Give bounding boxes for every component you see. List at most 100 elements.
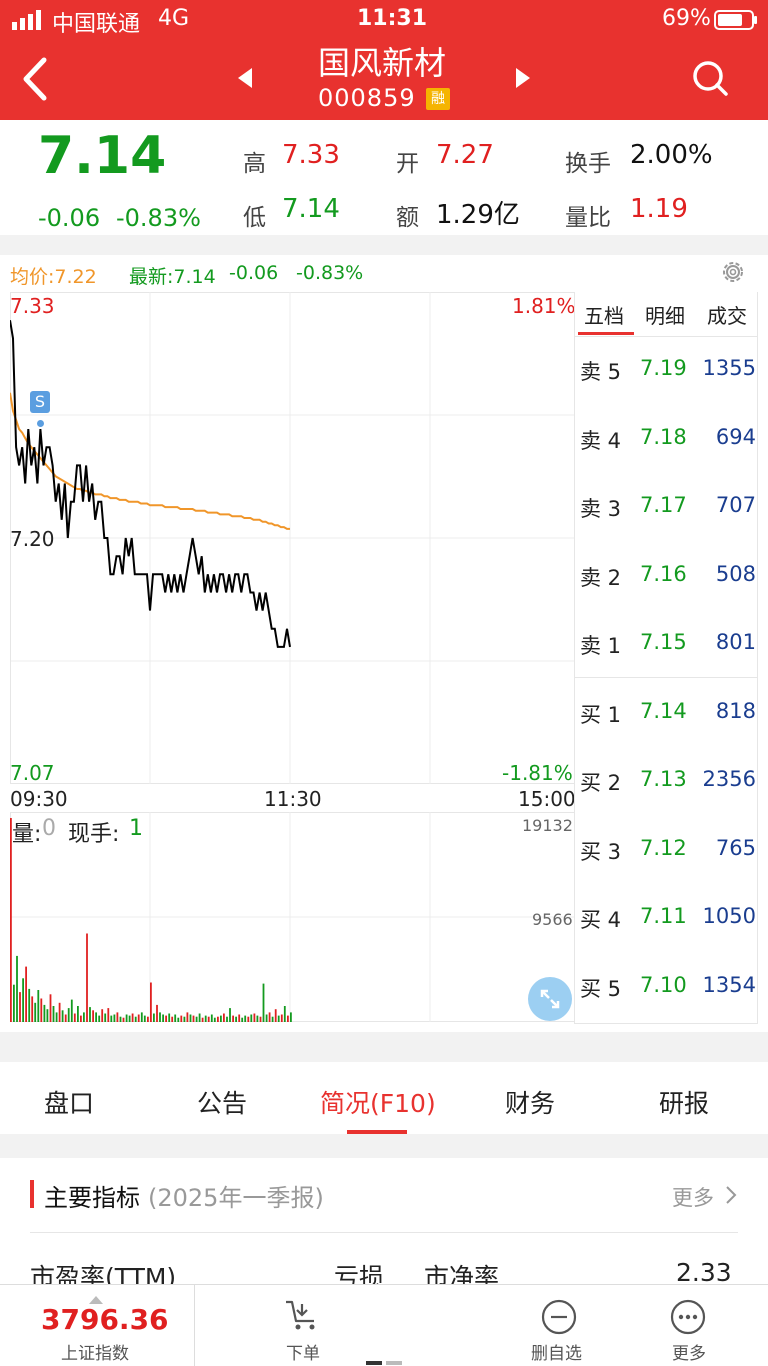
back-icon[interactable] <box>18 56 54 102</box>
volume-bar <box>28 988 31 1022</box>
bid-price: 7.13 <box>640 767 687 791</box>
volume-bar <box>204 1015 207 1022</box>
section-divider <box>30 1232 738 1233</box>
volume-bar <box>101 1009 104 1022</box>
latest-price-label: 最新:7.14 <box>129 266 216 288</box>
volume-axis-mid: 9566 <box>532 910 573 929</box>
latest-price-line <box>10 320 291 648</box>
more-label[interactable]: 更多 <box>672 1344 706 1364</box>
active-tab-underline <box>347 1130 407 1134</box>
tab-quote-board[interactable]: 盘口 <box>44 1089 95 1118</box>
volume-chart[interactable] <box>10 812 574 1022</box>
volume-bar <box>238 1014 241 1022</box>
ask-price: 7.17 <box>640 493 687 517</box>
ask-row-3[interactable]: 卖 3 7.17 707 <box>578 493 756 533</box>
volume-bar <box>217 1016 219 1022</box>
bid-volume: 818 <box>715 699 756 723</box>
chart-area <box>0 255 768 1032</box>
index-name[interactable]: 上证指数 <box>61 1344 129 1364</box>
volume-bar <box>43 1004 46 1022</box>
bid-volume: 2356 <box>702 767 756 791</box>
chevron-right-icon[interactable] <box>724 1184 738 1206</box>
volume-bar <box>192 1015 195 1022</box>
order-cart-icon[interactable] <box>284 1299 320 1331</box>
search-icon[interactable] <box>690 58 730 98</box>
volume-bar <box>137 1014 140 1022</box>
volume-bar <box>189 1014 192 1022</box>
time-start: 09:30 <box>10 787 68 811</box>
volume-bar <box>283 1006 286 1022</box>
tab-overview-f10[interactable]: 简况(F10) <box>320 1089 436 1118</box>
volume-bar <box>235 1016 237 1022</box>
bid-volume: 1354 <box>702 973 756 997</box>
volume-bar <box>95 1012 97 1022</box>
toolbar-divider <box>194 1285 195 1366</box>
sell-signal-dot <box>37 420 44 427</box>
settings-gear-icon[interactable] <box>720 259 746 285</box>
volume-bar <box>271 1016 274 1022</box>
prev-stock-icon[interactable] <box>236 66 254 90</box>
volume-bar <box>31 996 34 1022</box>
expand-chart-button[interactable] <box>528 977 572 1021</box>
ask-row-1[interactable]: 卖 1 7.15 801 <box>578 630 756 670</box>
volume-bar <box>37 990 40 1022</box>
remove-watchlist-icon[interactable] <box>541 1299 577 1335</box>
ask-volume: 801 <box>715 630 756 654</box>
volume-bar <box>150 982 152 1022</box>
bid-volume: 765 <box>715 836 756 860</box>
bid-price: 7.10 <box>640 973 687 997</box>
ask-row-4[interactable]: 卖 4 7.18 694 <box>578 425 756 465</box>
order-book-divider <box>574 336 758 337</box>
bid-row-2[interactable]: 买 2 7.13 2356 <box>578 767 756 807</box>
time-end: 15:00 <box>518 787 576 811</box>
sell-signal-marker[interactable]: S <box>30 391 50 413</box>
section-period: (2025年一季报) <box>148 1184 324 1212</box>
volume-bar <box>229 1008 231 1022</box>
volume-bar <box>34 1002 37 1022</box>
tab-detail[interactable]: 明细 <box>645 304 685 328</box>
bid-row-1[interactable]: 买 1 7.14 818 <box>578 699 756 739</box>
next-stock-icon[interactable] <box>514 66 532 90</box>
avg-price-line <box>10 392 290 530</box>
bid-row-3[interactable]: 买 3 7.12 765 <box>578 836 756 876</box>
tab-announcements[interactable]: 公告 <box>197 1089 248 1118</box>
index-value[interactable]: 3796.36 <box>41 1303 169 1336</box>
intraday-price-chart[interactable] <box>10 292 574 784</box>
volume-bar <box>159 1012 161 1022</box>
volume-bar <box>61 1010 64 1022</box>
order-label[interactable]: 下单 <box>286 1344 320 1364</box>
volume-bar <box>177 1017 180 1022</box>
bid-row-4[interactable]: 买 4 7.11 1050 <box>578 904 756 944</box>
volume-bar <box>67 1008 70 1022</box>
turnover-value: 2.00% <box>630 140 713 170</box>
network-label: 4G <box>158 6 190 31</box>
volume-bar <box>143 1015 146 1022</box>
more-link[interactable]: 更多 <box>672 1186 714 1210</box>
tab-research[interactable]: 研报 <box>659 1089 710 1118</box>
volume-bar <box>86 933 88 1022</box>
volume-bar <box>165 1015 167 1022</box>
tab-five-levels[interactable]: 五档 <box>584 304 624 328</box>
volume-bar <box>58 1002 61 1022</box>
signal-icon <box>12 10 46 30</box>
ask-row-2[interactable]: 卖 2 7.16 508 <box>578 562 756 602</box>
remove-watchlist-label[interactable]: 删自选 <box>531 1344 582 1364</box>
amount-value: 1.29亿 <box>436 200 520 230</box>
tab-trades[interactable]: 成交 <box>707 304 747 328</box>
amount-label: 额 <box>396 205 419 231</box>
open-label: 开 <box>396 151 419 177</box>
bid-row-5[interactable]: 买 5 7.10 1354 <box>578 973 756 1013</box>
volume-bar <box>147 1016 149 1022</box>
low-value: 7.14 <box>282 194 340 224</box>
ask-row-5[interactable]: 卖 5 7.19 1355 <box>578 356 756 396</box>
ask-volume: 1355 <box>702 356 756 380</box>
volume-bar <box>131 1013 134 1022</box>
tab-financials[interactable]: 财务 <box>505 1089 556 1118</box>
volume-bar <box>16 955 18 1022</box>
volume-bar <box>46 1009 49 1022</box>
bid-label: 买 5 <box>580 977 622 1001</box>
more-icon[interactable] <box>670 1299 706 1335</box>
volume-bar <box>210 1014 213 1022</box>
volume-bar <box>92 1010 94 1022</box>
